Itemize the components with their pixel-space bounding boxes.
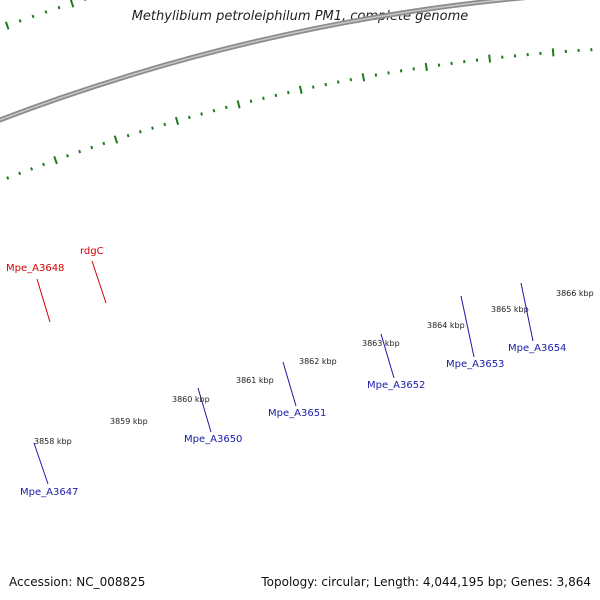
- inner-tick-mark: [151, 126, 154, 130]
- inner-tick-mark: [126, 133, 130, 138]
- outer-tick-mark: [57, 5, 61, 10]
- leader-line: [36, 278, 51, 323]
- gene-label-mpe-a3652[interactable]: Mpe_A3652: [367, 380, 425, 391]
- gene-label-mpe-a3648[interactable]: Mpe_A3648: [6, 263, 64, 274]
- inner-tick-mark: [187, 115, 191, 120]
- inner-tick-mark: [66, 154, 70, 158]
- inner-tick-mark: [361, 73, 366, 82]
- tick-label: 3863 kbp: [362, 339, 400, 348]
- inner-tick-mark: [374, 73, 378, 77]
- inner-tick-mark: [53, 155, 58, 165]
- tick-label: 3865 kbp: [491, 305, 529, 314]
- inner-tick-mark: [78, 149, 82, 154]
- inner-tick-mark: [138, 130, 142, 134]
- inner-tick-mark: [287, 90, 290, 95]
- tick-label: 3858 kbp: [34, 437, 72, 446]
- outer-tick-mark: [4, 21, 10, 30]
- leader-line: [380, 333, 395, 379]
- inner-tick-mark: [90, 145, 94, 150]
- leader-line: [282, 361, 297, 407]
- leader-line: [33, 442, 49, 485]
- inner-tick-mark: [200, 112, 203, 116]
- gene-label-mpe-a3647[interactable]: Mpe_A3647: [20, 487, 78, 498]
- inner-tick-mark: [163, 122, 167, 127]
- backbone-outer: [0, 0, 527, 123]
- inner-tick-mark: [337, 80, 340, 84]
- inner-tick-mark: [424, 62, 428, 72]
- gene-label-mpe-a3653[interactable]: Mpe_A3653: [446, 359, 504, 370]
- inner-tick-mark: [6, 176, 10, 180]
- inner-tick-mark: [236, 100, 241, 109]
- outer-tick-mark: [18, 19, 22, 23]
- genome-title: Methylibium petroleiphilum PM1, complete…: [131, 9, 469, 24]
- outer-tick-mark: [31, 14, 35, 19]
- gene-label-mpe-a3650[interactable]: Mpe_A3650: [184, 434, 242, 445]
- outer-tick-mark: [44, 10, 48, 14]
- inner-tick-mark: [42, 162, 46, 167]
- inner-tick-mark: [174, 116, 180, 126]
- inner-tick-mark: [30, 167, 34, 171]
- tick-label: 3866 kbp: [556, 289, 594, 298]
- inner-tick-mark: [274, 93, 278, 98]
- accession-label: Accession: NC_008825: [9, 575, 146, 589]
- gene-label-mpe-a3651[interactable]: Mpe_A3651: [268, 408, 326, 419]
- leader-line: [197, 387, 212, 433]
- inner-tick-mark: [18, 171, 22, 176]
- inner-tick-mark: [113, 135, 119, 144]
- tick-label: 3861 kbp: [236, 376, 274, 385]
- gene-label-rdgc[interactable]: rdgC: [80, 246, 104, 257]
- genome-info-label: Topology: circular; Length: 4,044,195 bp…: [261, 575, 591, 589]
- inner-tick-mark: [249, 99, 253, 103]
- tick-label: 3864 kbp: [427, 321, 465, 330]
- outer-tick-mark: [69, 0, 75, 8]
- inner-tick-mark: [262, 96, 265, 100]
- leader-line: [520, 282, 534, 342]
- inner-tick-mark: [488, 54, 492, 63]
- tick-label: 3860 kbp: [172, 395, 210, 404]
- inner-tick-mark: [324, 82, 328, 87]
- inner-tick-mark: [349, 77, 353, 82]
- tick-label: 3859 kbp: [110, 417, 148, 426]
- tick-label: 3862 kbp: [299, 357, 337, 366]
- outer-tick-mark: [84, 0, 87, 1]
- leader-line: [91, 260, 107, 304]
- inner-tick-mark: [311, 85, 315, 89]
- gene-label-mpe-a3654[interactable]: Mpe_A3654: [508, 343, 566, 354]
- leader-line: [460, 295, 475, 358]
- inner-tick-mark: [551, 48, 555, 57]
- inner-tick-mark: [102, 141, 106, 146]
- backbone-highlight: [0, 0, 510, 121]
- inner-tick-mark: [212, 108, 216, 113]
- inner-tick-mark: [224, 105, 228, 110]
- inner-tick-mark: [298, 85, 303, 94]
